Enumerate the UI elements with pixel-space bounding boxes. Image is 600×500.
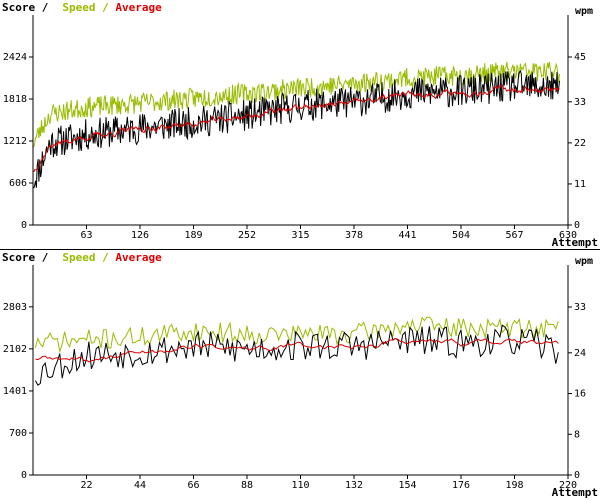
x-tick-label: 63 xyxy=(80,230,92,241)
y-tick-label-left: 0 xyxy=(21,220,27,231)
y-tick-label-left: 700 xyxy=(9,428,27,439)
chart-panel-top: Score / Speed / Average wpm Attempt 0 606 1… xyxy=(0,0,600,250)
y-tick-label-left: 2424 xyxy=(3,52,27,63)
y-tick-label-left: 1401 xyxy=(3,386,27,397)
x-tick-label: 44 xyxy=(134,480,146,491)
x-tick-label: 66 xyxy=(187,480,199,491)
legend-score: Score / xyxy=(2,1,49,14)
right-axis-unit: wpm xyxy=(574,256,593,267)
y-tick-label-right: 22 xyxy=(574,138,586,149)
x-tick-label: 176 xyxy=(452,480,470,491)
series-line-average xyxy=(35,337,559,363)
y-tick-label-right: 24 xyxy=(574,348,586,359)
y-tick-label-right: 0 xyxy=(574,220,580,231)
chart-legend-header: Score / Speed / Average xyxy=(2,1,162,14)
y-tick-label-left: 1212 xyxy=(3,136,27,147)
chart-legend-header: Score / Speed / Average xyxy=(2,251,162,264)
legend-speed: Speed / xyxy=(62,1,109,14)
y-tick-label-right: 16 xyxy=(574,389,586,400)
series-line-score xyxy=(34,324,559,386)
legend-average: Average xyxy=(115,251,162,264)
x-tick-label: 252 xyxy=(238,230,256,241)
x-axis-title: Attempt xyxy=(551,486,598,499)
y-tick-label-right: 0 xyxy=(574,470,580,481)
x-tick-label: 126 xyxy=(131,230,149,241)
chart-plot-top: 0 606 1212 1818 2424 0 11 22 33 45 63 126 189 252 315 3… xyxy=(3,15,586,241)
x-tick-label: 88 xyxy=(241,480,253,491)
x-tick-label: 441 xyxy=(398,230,416,241)
x-tick-label: 198 xyxy=(505,480,523,491)
y-tick-label-right: 33 xyxy=(574,97,586,108)
x-tick-label: 504 xyxy=(452,230,470,241)
x-tick-label: 378 xyxy=(345,230,363,241)
x-tick-label: 630 xyxy=(559,230,577,241)
x-tick-label: 154 xyxy=(398,480,416,491)
x-tick-label: 567 xyxy=(505,230,523,241)
x-tick-label: 22 xyxy=(80,480,92,491)
y-tick-label-right: 8 xyxy=(574,429,580,440)
x-tick-label: 189 xyxy=(184,230,202,241)
x-tick-label: 220 xyxy=(559,480,577,491)
x-axis-title: Attempt xyxy=(551,236,598,249)
x-tick-label: 110 xyxy=(291,480,309,491)
y-tick-label-right: 11 xyxy=(574,179,586,190)
legend-score: Score / xyxy=(2,251,49,264)
series-line-average xyxy=(33,84,560,173)
legend-average: Average xyxy=(115,1,162,14)
y-tick-label-left: 2803 xyxy=(3,302,27,313)
y-tick-label-left: 606 xyxy=(9,178,27,189)
y-tick-label-left: 1818 xyxy=(3,94,27,105)
legend-speed: Speed / xyxy=(62,251,109,264)
y-tick-label-right: 45 xyxy=(574,52,586,63)
y-tick-label-left: 0 xyxy=(21,470,27,481)
y-tick-label-left: 2102 xyxy=(3,344,27,355)
chart-plot-bottom: 0 700 1401 2102 2803 0 8 16 24 33 22 44 66 88 110 132 15… xyxy=(3,265,586,491)
right-axis-unit: wpm xyxy=(574,6,593,17)
y-tick-label-right: 33 xyxy=(574,302,586,313)
series-line-speed xyxy=(34,316,559,354)
x-tick-label: 132 xyxy=(345,480,363,491)
chart-panel-bottom: Score / Speed / Average wpm Attempt 0 700 1… xyxy=(0,250,600,500)
x-tick-label: 315 xyxy=(291,230,309,241)
